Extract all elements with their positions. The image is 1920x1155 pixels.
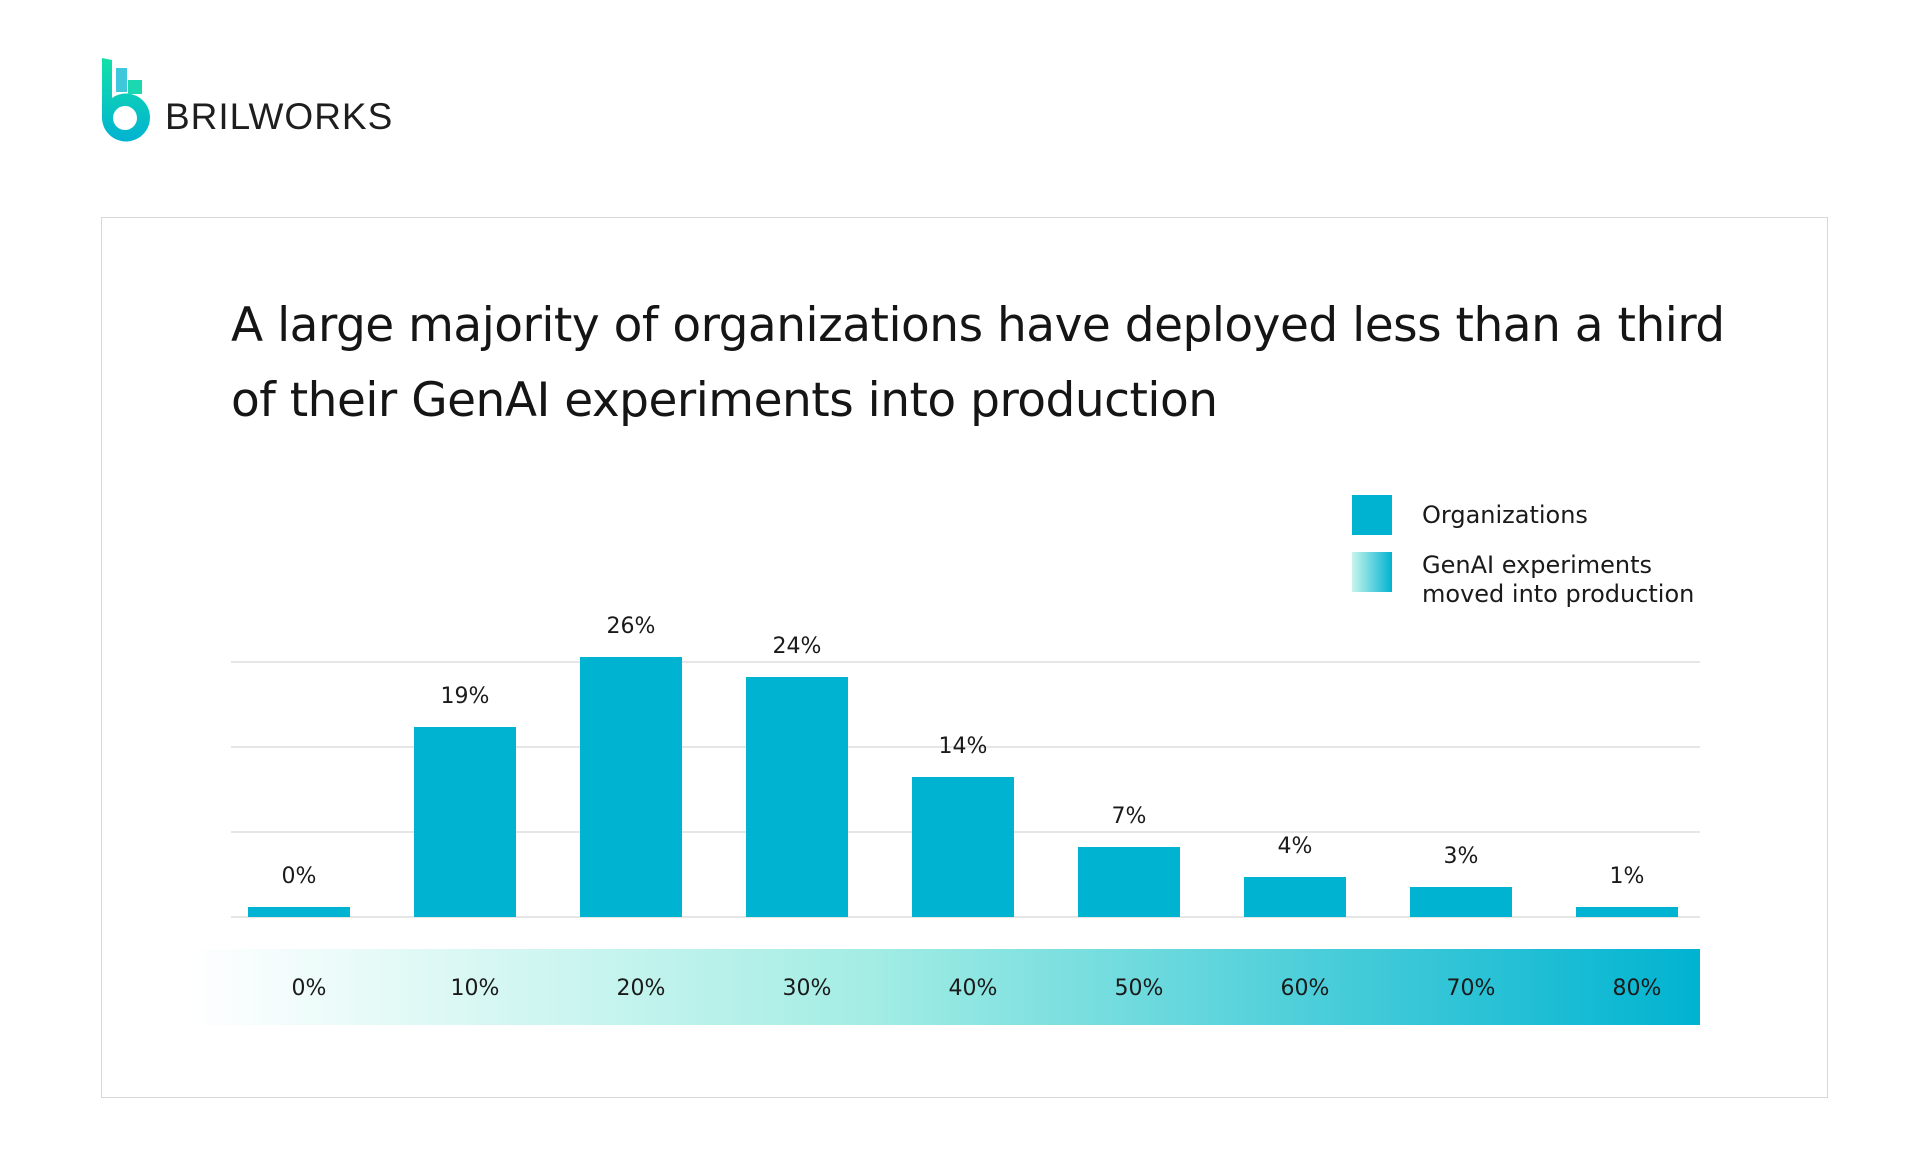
bar bbox=[746, 677, 848, 917]
x-axis-gradient-band bbox=[190, 949, 1700, 1025]
x-tick-label: 30% bbox=[783, 976, 832, 1001]
data-label: 4% bbox=[1278, 834, 1313, 859]
x-tick-label: 40% bbox=[949, 976, 998, 1001]
x-tick-label: 0% bbox=[292, 976, 327, 1001]
legend-item-genai: GenAI experiments moved into production bbox=[1352, 551, 1722, 609]
bar bbox=[1244, 877, 1346, 917]
legend-label: Organizations bbox=[1422, 501, 1588, 529]
bar bbox=[1410, 887, 1512, 917]
data-label: 26% bbox=[607, 614, 656, 639]
brand-name: BRILWORKS bbox=[165, 96, 394, 137]
bar bbox=[1078, 847, 1180, 917]
x-tick-label: 80% bbox=[1613, 976, 1662, 1001]
x-tick-label: 60% bbox=[1281, 976, 1330, 1001]
x-tick-label: 10% bbox=[451, 976, 500, 1001]
chart-title: A large majority of organizations have d… bbox=[231, 298, 1725, 428]
data-label: 14% bbox=[939, 734, 988, 759]
legend-item-organizations: Organizations bbox=[1352, 495, 1722, 535]
legend-swatch-solid bbox=[1352, 495, 1392, 535]
x-tick-label: 20% bbox=[617, 976, 666, 1001]
data-label: 0% bbox=[282, 864, 317, 889]
data-label: 3% bbox=[1444, 844, 1479, 869]
data-label: 7% bbox=[1112, 804, 1147, 829]
bar bbox=[414, 727, 516, 917]
data-label: 1% bbox=[1610, 864, 1645, 889]
bar bbox=[248, 907, 350, 917]
x-tick-label: 50% bbox=[1115, 976, 1164, 1001]
bar bbox=[580, 657, 682, 917]
bar bbox=[912, 777, 1014, 917]
data-label: 19% bbox=[441, 684, 490, 709]
x-tick-label: 70% bbox=[1447, 976, 1496, 1001]
brilworks-logo bbox=[102, 58, 150, 142]
chart-card bbox=[101, 217, 1828, 1098]
legend-label: GenAI experiments moved into production bbox=[1422, 551, 1695, 608]
legend-swatch-gradient bbox=[1352, 552, 1392, 592]
data-label: 24% bbox=[773, 634, 822, 659]
bar bbox=[1576, 907, 1678, 917]
